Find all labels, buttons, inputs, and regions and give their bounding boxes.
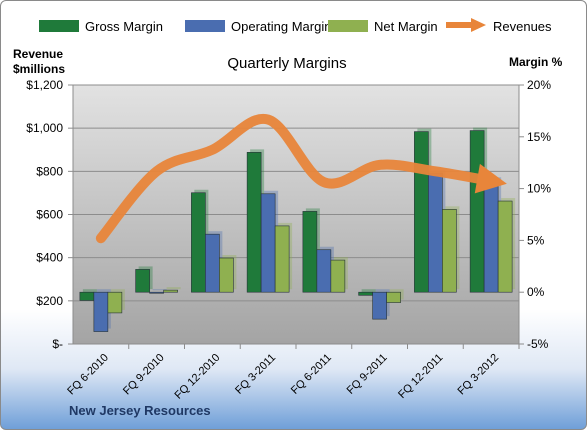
bar-depth [166,287,181,290]
legend-gross-margin: Gross Margin [39,17,163,35]
bar-gross-margin [414,131,429,293]
bar-operating-margin [93,291,109,332]
legend-label-net-margin: Net Margin [374,18,438,34]
company-name: New Jersey Resources [69,403,211,418]
x-axis-tick-label: FQ 9-2011 [345,352,390,397]
bar-operating-margin [428,172,443,293]
bar-gross-margin [135,269,150,293]
bar-gross-margin [191,192,206,293]
revenues-line [95,113,497,244]
legend-label-revenues: Revenues [493,18,552,34]
legend-swatch-gross-margin [39,20,79,32]
chart-title: Quarterly Margins [227,55,347,72]
bar-operating-margin [205,233,220,293]
x-axis-tick-label: FQ 9-2010 [121,352,167,398]
bar-net-margin [330,259,346,293]
bar-operating-margin [260,193,276,293]
left-axis-tick-label: $600 [36,208,63,222]
legend-swatch-operating-margin [185,20,225,32]
legend-operating-margin: Operating Margin [185,17,331,35]
bar-net-margin [386,291,401,303]
bar-net-margin [163,289,178,293]
bar-net-margin [274,225,290,293]
bar-operating-margin [483,180,499,293]
x-axis-tick-label: FQ 6-2011 [289,352,334,397]
x-axis-tick-label: FQ 3-2011 [233,352,278,397]
right-axis-tick-label: 20% [527,78,551,92]
bar-depth [361,289,376,293]
right-axis-tick-label: 0% [527,285,545,299]
bar-depth [152,289,167,291]
bar-operating-margin [316,249,332,293]
left-axis-tick-label: $200 [36,294,63,308]
right-axis-tick-label: 15% [527,130,551,144]
legend-swatch-net-margin [328,20,368,32]
bar-net-margin [497,200,513,293]
bar-operating-margin [149,291,164,294]
left-axis-tick-label: $400 [36,251,63,265]
right-axis-tick-label: 10% [527,182,551,196]
x-axis-tick-label: FQ 3-2012 [456,352,502,398]
bar-operating-margin [372,291,387,320]
bar-gross-margin [79,291,95,301]
x-axis-tick-label: FQ 6-2010 [65,352,111,398]
bar-net-margin [442,209,457,293]
bar-gross-margin [469,130,485,293]
left-axis-title: Revenue $millions [13,47,66,76]
bar-gross-margin [302,211,318,293]
legend-arrow-icon [445,17,487,35]
legend-label-operating-margin: Operating Margin [231,18,332,34]
legend-label-gross-margin: Gross Margin [85,18,164,34]
left-axis-tick-label: $- [52,337,63,351]
revenues-arrowhead [474,163,507,194]
right-axis-tick-label: 5% [527,233,545,247]
right-axis-title: Margin % [509,55,563,69]
left-axis-tick-label: $1,000 [26,121,63,135]
x-axis-tick-label: FQ 12-2011 [396,352,445,401]
bar-gross-margin [358,291,373,296]
right-axis-tick-label: -5% [527,337,549,351]
left-axis-tick-label: $1,200 [26,78,63,92]
x-axis-tick-label: FQ 12-2010 [173,352,223,402]
legend-net-margin: Net Margin [328,17,438,35]
bar-gross-margin [246,152,262,293]
legend-revenues: Revenues [445,17,552,35]
bar-net-margin [107,291,123,314]
left-axis-tick-label: $800 [36,164,63,178]
bar-net-margin [219,257,234,293]
